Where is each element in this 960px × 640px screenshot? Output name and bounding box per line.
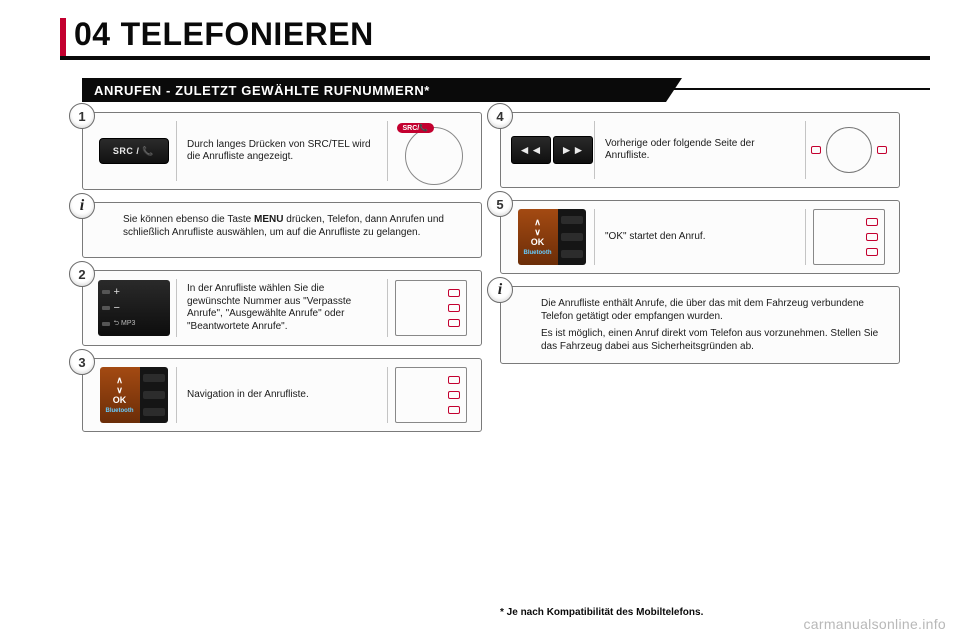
step-3-text: Navigation in der Anrufliste. (177, 367, 387, 423)
step-3-pic-cell (387, 367, 473, 423)
step-3-panel: 3 ∧ ∨ OK Bluetooth Navigation in der Anr… (82, 358, 482, 432)
seek-prev-next-buttons-icon: ◄◄ ►► (511, 136, 593, 164)
step-bubble: 2 (69, 261, 95, 287)
console-buttons-schematic-icon (813, 209, 885, 265)
info-bubble-icon: i (69, 193, 95, 219)
step-5-text: "OK" startet den Anruf. (595, 209, 805, 265)
info-1-prefix: Sie können ebenso die Taste (123, 214, 254, 225)
section-title: TELEFONIEREN (121, 16, 374, 52)
info-bubble-icon: i (487, 277, 513, 303)
header-rule (60, 56, 930, 60)
seek-prev-icon: ◄◄ (511, 136, 551, 164)
step-2-icon-cell: + − ⮌ MP3 (91, 279, 177, 337)
src-tag-icon: SRC/📞 (397, 123, 434, 133)
bluetooth-label: Bluetooth (524, 250, 552, 257)
step-bubble: 1 (69, 103, 95, 129)
nav-ok-panel-icon: ∧ ∨ OK Bluetooth (100, 367, 168, 423)
step-2-pic-cell (387, 279, 473, 337)
subheader-tail (662, 88, 930, 90)
step-2-text: In der Anrufliste wählen Sie die gewünsc… (177, 279, 387, 337)
step-5-pic-cell (805, 209, 891, 265)
step-4-pic-cell (805, 121, 891, 179)
step-bubble: 3 (69, 349, 95, 375)
subheader: ANRUFEN - ZULETZT GEWÄHLTE RUFNUMMERN* (82, 78, 930, 102)
info-2-panel: i Die Anrufliste enthält Anrufe, die übe… (500, 286, 900, 364)
page-title: 04 TELEFONIEREN (74, 16, 374, 53)
step-2-text-span: In der Anrufliste wählen Sie die gewünsc… (187, 283, 379, 333)
section-number: 04 (74, 16, 111, 52)
step-5-icon-cell: ∧ ∨ OK Bluetooth (509, 209, 595, 265)
step-1-pic-cell: SRC/📞 (387, 121, 473, 181)
step-3-icon-cell: ∧ ∨ OK Bluetooth (91, 367, 177, 423)
console-buttons-schematic-icon (395, 280, 467, 336)
page-header: 04 TELEFONIEREN (60, 18, 930, 82)
step-2-panel: 2 + − ⮌ MP3 In der Anrufliste wählen Sie… (82, 270, 482, 346)
info-2-line2: Es ist möglich, einen Anruf direkt vom T… (541, 327, 887, 353)
mp3-label: ⮌ MP3 (114, 319, 136, 330)
info-1-panel: i Sie können ebenso die Taste MENU drück… (82, 202, 482, 258)
header-red-corner (60, 18, 66, 56)
nav-ok-panel-icon: ∧ ∨ OK Bluetooth (518, 209, 586, 265)
seek-next-icon: ►► (553, 136, 593, 164)
watermark: carmanualsonline.info (804, 616, 947, 632)
bluetooth-label: Bluetooth (106, 408, 134, 415)
info-1-bold: MENU (254, 214, 283, 225)
step-4-text-span: Vorherige oder folgende Seite der Anrufl… (605, 138, 797, 163)
step-bubble: 4 (487, 103, 513, 129)
src-tel-button-icon: SRC / 📞 (99, 138, 169, 164)
step-5-panel: 5 ∧ ∨ OK Bluetooth "OK" startet den Anru… (500, 200, 900, 274)
nav-ok-label: OK (531, 238, 545, 248)
step-bubble: 5 (487, 191, 513, 217)
step-4-text: Vorherige oder folgende Seite der Anrufl… (595, 121, 805, 179)
radio-unit-panel-icon: + − ⮌ MP3 (98, 280, 170, 336)
console-buttons-schematic-icon (395, 367, 467, 423)
subheader-flag: ANRUFEN - ZULETZT GEWÄHLTE RUFNUMMERN* (82, 78, 682, 102)
step-1-panel: 1 SRC / 📞 Durch langes Drücken von SRC/T… (82, 112, 482, 190)
step-1-icon-cell: SRC / 📞 (91, 121, 177, 181)
nav-ok-label: OK (113, 396, 127, 406)
step-5-text-span: "OK" startet den Anruf. (605, 231, 705, 244)
step-3-text-span: Navigation in der Anrufliste. (187, 389, 309, 402)
info-2-line1: Die Anrufliste enthält Anrufe, die über … (541, 297, 887, 323)
step-1-text-span: Durch langes Drücken von SRC/TEL wird di… (187, 139, 379, 164)
footnote: * Je nach Kompatibilität des Mobiltelefo… (500, 607, 703, 618)
subheader-text: ANRUFEN - ZULETZT GEWÄHLTE RUFNUMMERN* (94, 83, 430, 98)
step-4-icon-cell: ◄◄ ►► (509, 121, 595, 179)
left-column: 1 SRC / 📞 Durch langes Drücken von SRC/T… (82, 112, 482, 444)
step-1-text: Durch langes Drücken von SRC/TEL wird di… (177, 121, 387, 181)
rotary-dial-schematic-icon (813, 121, 885, 179)
page-root: 04 TELEFONIEREN ANRUFEN - ZULETZT GEWÄHLT… (0, 0, 960, 640)
steering-wheel-schematic-icon: SRC/📞 (395, 121, 467, 181)
step-4-panel: 4 ◄◄ ►► Vorherige oder folgende Seite de… (500, 112, 900, 188)
right-column: 4 ◄◄ ►► Vorherige oder folgende Seite de… (500, 112, 900, 376)
